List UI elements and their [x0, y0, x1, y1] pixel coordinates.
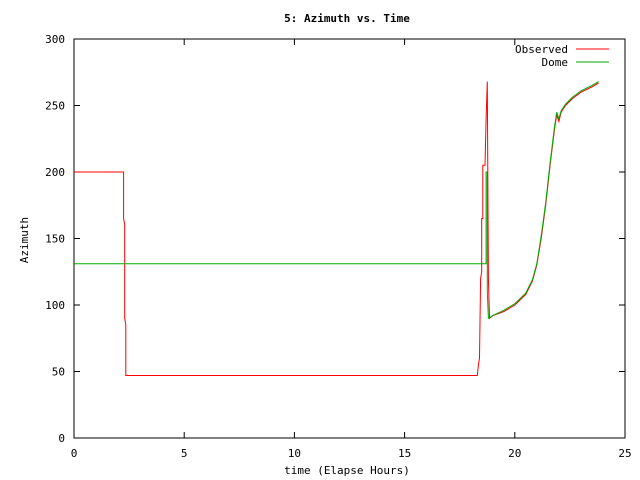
x-tick-label: 10	[288, 447, 301, 460]
legend-label-dome: Dome	[542, 56, 569, 69]
y-tick-label: 300	[45, 33, 65, 46]
chart-title: 5: Azimuth vs. Time	[284, 12, 410, 25]
y-tick-label: 200	[45, 166, 65, 179]
x-tick-label: 15	[398, 447, 411, 460]
y-tick-label: 250	[45, 100, 65, 113]
x-tick-label: 25	[618, 447, 631, 460]
legend-label-observed: Observed	[515, 43, 568, 56]
y-tick-label: 100	[45, 299, 65, 312]
x-tick-label: 20	[508, 447, 521, 460]
y-axis-label: Azimuth	[18, 217, 31, 263]
y-tick-label: 0	[58, 432, 65, 445]
x-tick-label: 0	[71, 447, 78, 460]
series-lines	[74, 81, 599, 376]
y-tick-label: 50	[52, 366, 65, 379]
y-tick-label: 150	[45, 233, 65, 246]
series-line-observed	[74, 81, 599, 376]
x-tick-label: 5	[181, 447, 188, 460]
x-axis-label: time (Elapse Hours)	[284, 464, 410, 477]
series-line-dome	[74, 81, 599, 320]
plot-frame	[73, 38, 626, 439]
